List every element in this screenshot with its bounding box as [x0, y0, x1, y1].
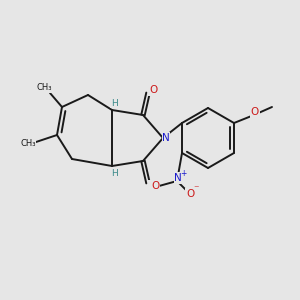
Text: O: O [151, 181, 159, 191]
Text: N: N [162, 133, 170, 143]
Text: N: N [174, 173, 182, 183]
Text: O: O [186, 189, 194, 199]
Text: O: O [149, 85, 157, 95]
Text: CH₃: CH₃ [20, 139, 36, 148]
Text: ⁻: ⁻ [193, 184, 199, 194]
Text: CH₃: CH₃ [36, 83, 52, 92]
Text: O: O [149, 181, 157, 191]
Text: H: H [111, 169, 117, 178]
Text: H: H [111, 98, 117, 107]
Text: O: O [251, 107, 259, 117]
Text: +: + [180, 169, 186, 178]
